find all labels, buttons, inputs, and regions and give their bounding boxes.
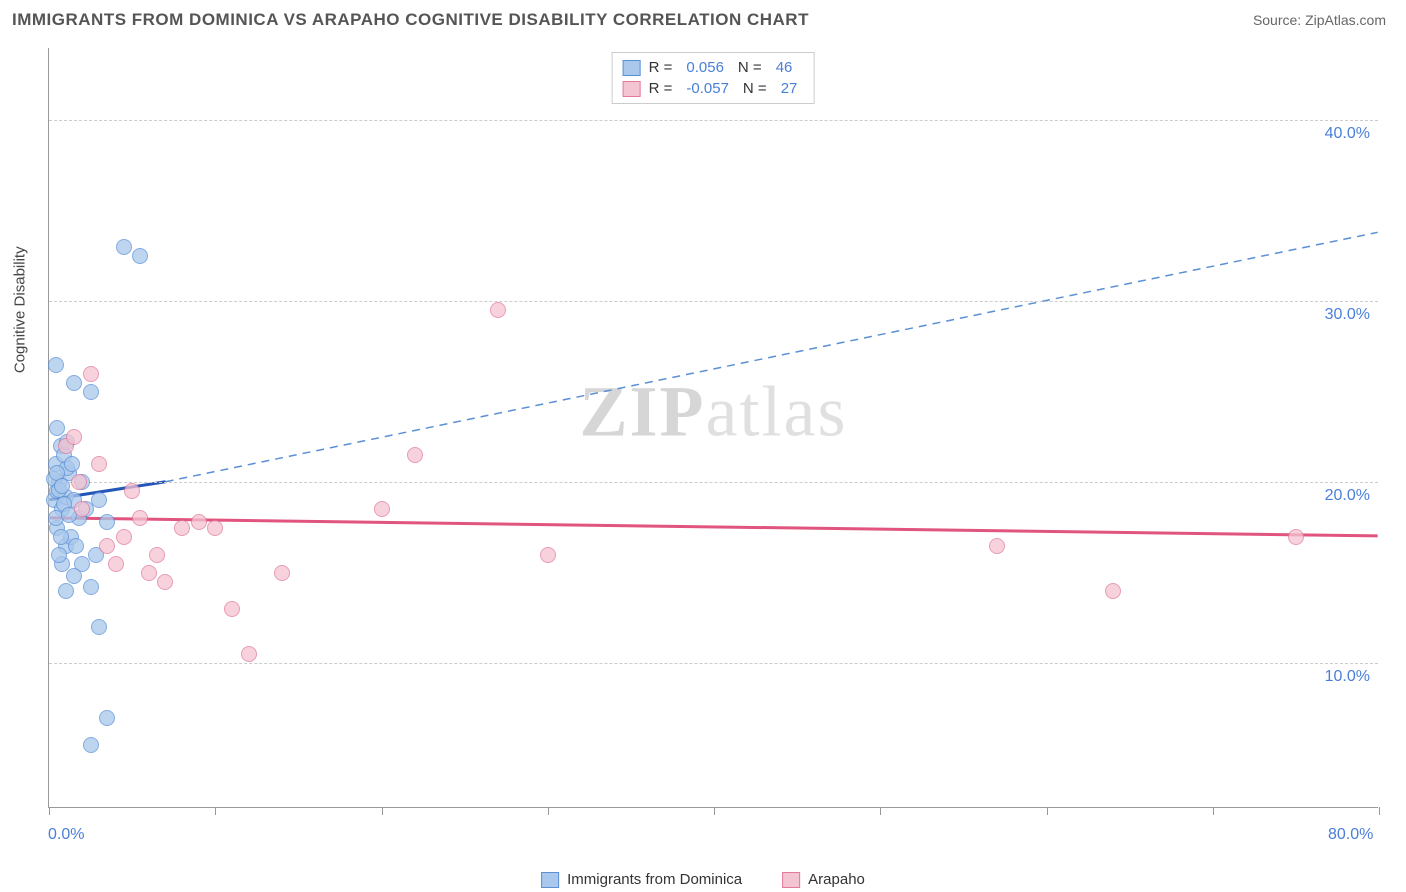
x-tick	[1213, 807, 1214, 815]
data-point	[149, 547, 165, 563]
legend-r-value: 0.056	[686, 59, 724, 76]
x-tick	[1379, 807, 1380, 815]
data-point	[116, 239, 132, 255]
trend-lines-layer	[49, 48, 1378, 807]
data-point	[132, 248, 148, 264]
legend-r-label: R =	[649, 80, 673, 97]
plot-area: ZIPatlas 10.0% 20.0% 30.0% 40.0%	[48, 48, 1378, 808]
data-point	[83, 737, 99, 753]
data-point	[91, 456, 107, 472]
correlation-legend: R = 0.056 N = 46 R = -0.057 N = 27	[612, 52, 815, 104]
y-tick-label: 10.0%	[1325, 668, 1370, 686]
source-attribution: Source: ZipAtlas.com	[1253, 12, 1386, 28]
data-point	[66, 375, 82, 391]
chart-header: IMMIGRANTS FROM DOMINICA VS ARAPAHO COGN…	[0, 0, 1406, 36]
data-point	[54, 478, 70, 494]
data-point	[174, 520, 190, 536]
data-point	[108, 556, 124, 572]
legend-n-value: 27	[781, 80, 798, 97]
data-point	[83, 384, 99, 400]
legend-series-item: Arapaho	[782, 871, 865, 888]
data-point	[1288, 529, 1304, 545]
legend-row: R = -0.057 N = 27	[623, 78, 804, 99]
x-tick	[49, 807, 50, 815]
data-point	[58, 583, 74, 599]
legend-n-label: N =	[738, 59, 762, 76]
x-tick	[382, 807, 383, 815]
data-point	[124, 483, 140, 499]
data-point	[64, 456, 80, 472]
x-axis-max-label: 80.0%	[1328, 826, 1373, 844]
legend-series-item: Immigrants from Dominica	[541, 871, 742, 888]
data-point	[1105, 583, 1121, 599]
data-point	[91, 619, 107, 635]
data-point	[157, 574, 173, 590]
data-point	[91, 492, 107, 508]
data-point	[274, 565, 290, 581]
data-point	[66, 568, 82, 584]
data-point	[116, 529, 132, 545]
data-point	[66, 429, 82, 445]
data-point	[49, 420, 65, 436]
data-point	[68, 538, 84, 554]
grid-line	[49, 482, 1378, 483]
legend-n-value: 46	[776, 59, 793, 76]
data-point	[83, 366, 99, 382]
data-point	[132, 510, 148, 526]
legend-row: R = 0.056 N = 46	[623, 57, 804, 78]
data-point	[989, 538, 1005, 554]
x-tick	[714, 807, 715, 815]
y-tick-label: 30.0%	[1325, 306, 1370, 324]
data-point	[207, 520, 223, 536]
data-point	[99, 710, 115, 726]
legend-series-label: Immigrants from Dominica	[567, 871, 742, 888]
data-point	[71, 474, 87, 490]
legend-series-label: Arapaho	[808, 871, 865, 888]
data-point	[74, 501, 90, 517]
data-point	[490, 302, 506, 318]
x-tick	[1047, 807, 1048, 815]
data-point	[83, 579, 99, 595]
data-point	[241, 646, 257, 662]
grid-line	[49, 120, 1378, 121]
data-point	[540, 547, 556, 563]
legend-swatch	[782, 872, 800, 888]
series-legend: Immigrants from Dominica Arapaho	[541, 871, 865, 888]
x-tick	[548, 807, 549, 815]
data-point	[48, 357, 64, 373]
legend-swatch	[623, 60, 641, 76]
y-tick-label: 40.0%	[1325, 125, 1370, 143]
grid-line	[49, 663, 1378, 664]
legend-swatch	[541, 872, 559, 888]
data-point	[51, 547, 67, 563]
grid-line	[49, 301, 1378, 302]
legend-r-value: -0.057	[686, 80, 729, 97]
scatter-chart: Cognitive Disability ZIPatlas 10.0%20.0%…	[48, 48, 1378, 808]
data-point	[191, 514, 207, 530]
data-point	[407, 447, 423, 463]
x-tick	[215, 807, 216, 815]
data-point	[99, 514, 115, 530]
watermark: ZIPatlas	[580, 371, 848, 454]
data-point	[141, 565, 157, 581]
y-axis-title: Cognitive Disability	[12, 246, 29, 373]
y-tick-label: 20.0%	[1325, 487, 1370, 505]
x-axis-min-label: 0.0%	[48, 826, 84, 844]
legend-swatch	[623, 81, 641, 97]
chart-title: IMMIGRANTS FROM DOMINICA VS ARAPAHO COGN…	[12, 10, 809, 30]
data-point	[53, 529, 69, 545]
data-point	[374, 501, 390, 517]
legend-r-label: R =	[649, 59, 673, 76]
legend-n-label: N =	[743, 80, 767, 97]
data-point	[99, 538, 115, 554]
x-tick	[880, 807, 881, 815]
data-point	[224, 601, 240, 617]
